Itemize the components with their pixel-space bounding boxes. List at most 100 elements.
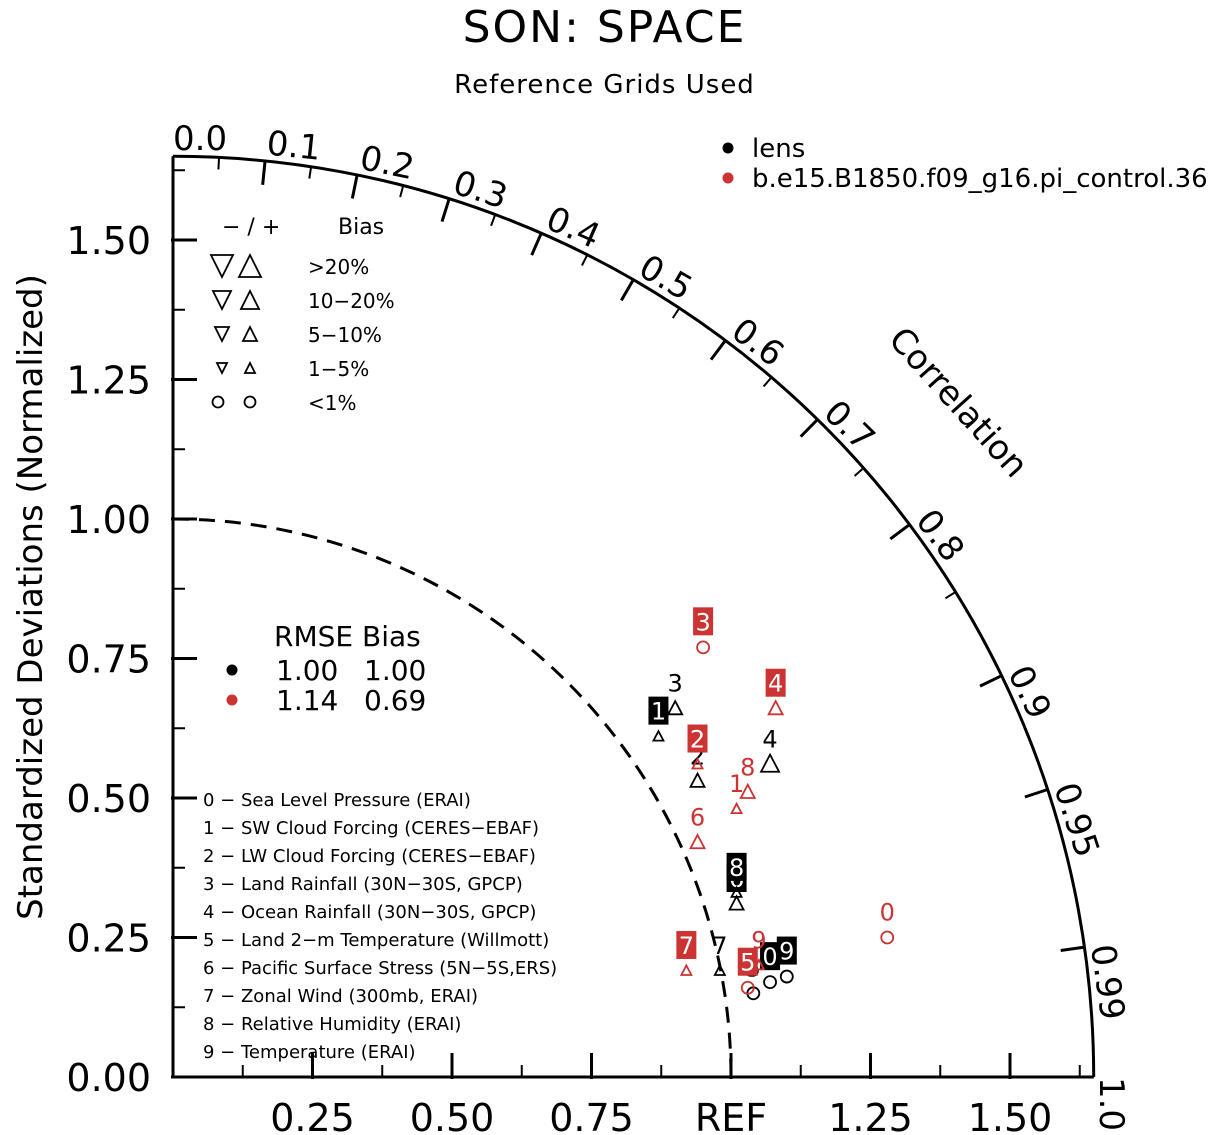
correlation-tick-label: 0.4 — [540, 199, 606, 257]
data-point-triangle — [752, 957, 766, 971]
reference-arc — [172, 517, 733, 1078]
data-point-label: 9 — [779, 938, 794, 966]
correlation-tick-label: 0.95 — [1045, 778, 1107, 862]
correlation-minor-tick — [490, 214, 497, 227]
data-label-box — [648, 696, 669, 725]
bias-up-triangle-icon — [237, 252, 263, 278]
correlation-minor-tick — [217, 157, 221, 170]
correlation-tick-label: 0.99 — [1082, 942, 1132, 1023]
data-label-box — [676, 930, 697, 959]
correlation-minor-tick — [762, 376, 773, 388]
y-tick-label: 0.25 — [66, 917, 151, 961]
data-label-box — [693, 607, 714, 636]
data-point-label: 5 — [740, 949, 755, 977]
correlation-title: Correlation — [881, 320, 1036, 486]
data-point-label: 3 — [668, 670, 683, 698]
y-axis-title: Standardized Deviations (Normalized) — [11, 274, 51, 920]
correlation-tick — [709, 339, 727, 361]
data-point-label: 7 — [679, 932, 694, 960]
correlation-tick-label: 0.3 — [448, 163, 512, 217]
data-point-circle — [779, 969, 794, 984]
data-point-triangle — [730, 801, 744, 815]
variable-list-item: 7 − Zonal Wind (300mb, ERAI) — [203, 986, 478, 1007]
variable-list-item: 5 − Land 2−m Temperature (Willmott) — [203, 930, 549, 951]
correlation-tick-label: 0.1 — [265, 124, 323, 169]
bias-down-triangle-icon — [209, 254, 235, 280]
bias-legend-sign: − / + — [222, 215, 280, 240]
y-tick-label: 0.75 — [66, 638, 151, 682]
x-tick-label: REF — [695, 1096, 767, 1135]
correlation-minor-tick — [399, 185, 405, 198]
stats-legend-rmse: 1.14 — [276, 684, 338, 717]
data-point-label: 0 — [880, 899, 895, 927]
correlation-tick-label: 0.2 — [357, 138, 418, 188]
data-point-label: 7 — [712, 932, 727, 960]
correlation-tick — [799, 418, 819, 438]
data-point-triangle — [679, 963, 693, 976]
stats-legend-bias: 1.00 — [364, 654, 426, 687]
legend-marker-1 — [722, 172, 734, 184]
x-tick-label: 0.25 — [270, 1096, 355, 1135]
stats-legend-header: RMSE Bias — [274, 620, 421, 653]
data-point-triangle — [689, 833, 707, 850]
bias-up-triangle-icon — [241, 324, 259, 342]
bias-legend-label: >20% — [308, 255, 369, 279]
correlation-tick-label: 0.0 — [173, 119, 227, 159]
legend-series-name: b.e15.B1850.f09_g16.pi_control.36 — [752, 164, 1208, 194]
correlation-tick — [350, 174, 359, 199]
data-point-circle — [696, 640, 710, 655]
correlation-tick — [620, 278, 635, 302]
correlation-tick-label: 0.9 — [999, 659, 1059, 725]
y-tick-label: 1.00 — [66, 498, 151, 542]
data-point-label: 9 — [751, 926, 766, 954]
variable-list-item: 8 − Relative Humidity (ERAI) — [203, 1014, 461, 1035]
bias-circle-icon — [243, 395, 257, 409]
data-point-label: 3 — [695, 608, 710, 636]
bias-down-triangle-icon — [215, 362, 229, 376]
variable-list-item: 1 − SW Cloud Forcing (CERES−EBAF) — [203, 818, 539, 839]
chart-subtitle: Reference Grids Used — [454, 70, 755, 100]
data-point-label: 8 — [740, 753, 755, 781]
correlation-tick — [1024, 788, 1049, 799]
variable-list-item: 4 − Ocean Rainfall (30N−30S, GPCP) — [203, 902, 536, 923]
x-tick-label: 0.50 — [410, 1096, 495, 1135]
y-tick-label: 0.00 — [66, 1056, 151, 1100]
x-tick-label: 1.25 — [828, 1096, 913, 1135]
data-point-triangle — [730, 885, 744, 898]
data-point-label: 0 — [762, 943, 777, 971]
correlation-arc — [172, 154, 1096, 1078]
bias-down-triangle-icon — [213, 326, 231, 344]
data-point-label: 6 — [690, 804, 705, 832]
data-point-label: 8 — [729, 854, 744, 882]
correlation-minor-tick — [581, 254, 589, 266]
chart-title: SON: SPACE — [462, 2, 747, 53]
bias-legend-label: 5−10% — [308, 323, 382, 347]
correlation-minor-tick — [308, 166, 313, 179]
stats-legend-rmse: 1.00 — [276, 654, 338, 687]
stats-legend-bias: 0.69 — [364, 684, 426, 717]
legend-marker-0 — [722, 142, 734, 154]
data-point-triangle — [691, 757, 705, 770]
bias-down-triangle-icon — [211, 290, 233, 312]
variable-list-item: 3 − Land Rainfall (30N−30S, GPCP) — [203, 874, 523, 895]
data-point-triangle — [767, 699, 785, 716]
correlation-tick — [889, 523, 911, 541]
y-tick-label: 1.25 — [66, 359, 151, 403]
correlation-minor-tick — [671, 307, 681, 319]
data-point-triangle — [713, 963, 727, 976]
data-point-triangle — [728, 894, 746, 911]
data-point-circle — [763, 975, 777, 990]
variable-list-item: 6 − Pacific Surface Stress (5N−5S,ERS) — [203, 958, 557, 979]
bias-legend-label: <1% — [308, 391, 357, 415]
data-label-box — [737, 947, 758, 976]
correlation-tick-label: 0.8 — [908, 502, 972, 569]
data-label-box — [760, 942, 781, 971]
correlation-tick-label: 0.6 — [724, 310, 791, 374]
data-point-circle — [740, 980, 755, 995]
correlation-tick — [261, 160, 267, 185]
data-point-label: 1 — [729, 770, 744, 798]
data-point-circle — [880, 930, 895, 945]
correlation-tick — [440, 198, 451, 223]
variable-list-item: 2 − LW Cloud Forcing (CERES−EBAF) — [203, 846, 536, 867]
